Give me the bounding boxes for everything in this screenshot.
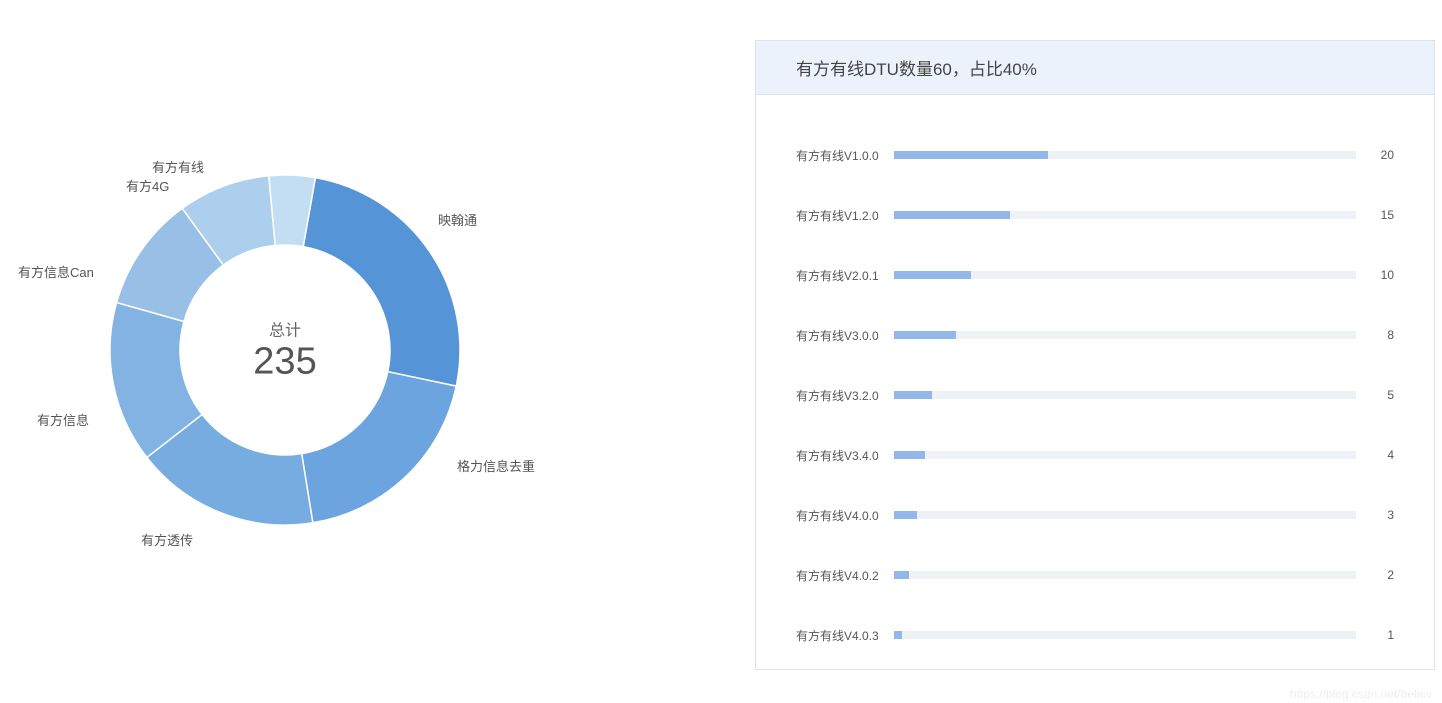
- bar-value: 15: [1364, 208, 1394, 222]
- bar-label: 有方有线V4.0.2: [796, 567, 886, 584]
- bar-row[interactable]: 有方有线V1.2.0 15: [796, 185, 1394, 245]
- bar-track: [894, 211, 1356, 219]
- bar-row[interactable]: 有方有线V4.0.0 3: [796, 485, 1394, 545]
- bar-value: 2: [1364, 568, 1394, 582]
- bar-value: 3: [1364, 508, 1394, 522]
- donut-slice-label: 有方有线: [152, 157, 204, 176]
- bar-track: [894, 571, 1356, 579]
- donut-slice-label: 有方信息Can: [18, 262, 94, 281]
- bar-value: 1: [1364, 628, 1394, 642]
- donut-chart-panel: 总计 235 映翰通格力信息去重有方透传 有方信息 有方信息Can 有方4G有方有线: [0, 0, 755, 703]
- bar-label: 有方有线V4.0.0: [796, 507, 886, 524]
- donut-slice-label: 有方信息: [37, 410, 89, 429]
- donut-center-value: 235: [253, 341, 316, 384]
- bar-label: 有方有线V3.2.0: [796, 387, 886, 404]
- detail-panel: 有方有线DTU数量60，占比40% 有方有线V1.0.0 20 有方有线V1.2.0…: [755, 40, 1435, 670]
- bar-fill: [894, 571, 909, 579]
- bar-fill: [894, 211, 1010, 219]
- bar-fill: [894, 151, 1048, 159]
- bar-list: 有方有线V1.0.020有方有线V1.2.015有方有线V2.0.110有方有线…: [756, 95, 1434, 685]
- detail-panel-title: 有方有线DTU数量60，占比40%: [756, 41, 1434, 95]
- bar-label: 有方有线V3.0.0: [796, 327, 886, 344]
- bar-value: 4: [1364, 448, 1394, 462]
- donut-chart[interactable]: 总计 235: [110, 175, 460, 525]
- donut-slice[interactable]: [302, 372, 457, 523]
- bar-fill: [894, 331, 956, 339]
- bar-track: [894, 331, 1356, 339]
- bar-row[interactable]: 有方有线V4.0.3 1: [796, 605, 1394, 665]
- bar-fill: [894, 391, 932, 399]
- bar-fill: [894, 451, 925, 459]
- bar-fill: [894, 631, 902, 639]
- donut-slice[interactable]: [303, 178, 460, 386]
- bar-row[interactable]: 有方有线V3.2.0 5: [796, 365, 1394, 425]
- bar-value: 8: [1364, 328, 1394, 342]
- bar-fill: [894, 511, 917, 519]
- bar-track: [894, 271, 1356, 279]
- bar-row[interactable]: 有方有线V3.0.0 8: [796, 305, 1394, 365]
- donut-slice-label: 有方4G: [126, 176, 169, 195]
- donut-slice-label: 格力信息去重: [457, 456, 535, 475]
- bar-label: 有方有线V1.0.0: [796, 147, 886, 164]
- bar-label: 有方有线V4.0.3: [796, 627, 886, 644]
- donut-center: 总计 235: [253, 317, 316, 384]
- bar-track: [894, 631, 1356, 639]
- bar-track: [894, 151, 1356, 159]
- donut-center-label: 总计: [253, 317, 316, 341]
- bar-row[interactable]: 有方有线V3.4.0 4: [796, 425, 1394, 485]
- bar-label: 有方有线V3.4.0: [796, 447, 886, 464]
- bar-value: 5: [1364, 388, 1394, 402]
- bar-row[interactable]: 有方有线V2.0.1 10: [796, 245, 1394, 305]
- bar-label: 有方有线V2.0.1: [796, 267, 886, 284]
- bar-value: 10: [1364, 268, 1394, 282]
- bar-track: [894, 451, 1356, 459]
- bar-track: [894, 391, 1356, 399]
- bar-row[interactable]: 有方有线V4.0.2 2: [796, 545, 1394, 605]
- bar-value: 20: [1364, 148, 1394, 162]
- donut-slice-label: 有方透传: [141, 530, 193, 549]
- bar-label: 有方有线V1.2.0: [796, 207, 886, 224]
- watermark-text: https://blog.csdn.net/believ: [1290, 687, 1432, 701]
- bar-fill: [894, 271, 971, 279]
- donut-slice-label: 映翰通: [438, 210, 477, 229]
- bar-track: [894, 511, 1356, 519]
- bar-row[interactable]: 有方有线V1.0.0 20: [796, 125, 1394, 185]
